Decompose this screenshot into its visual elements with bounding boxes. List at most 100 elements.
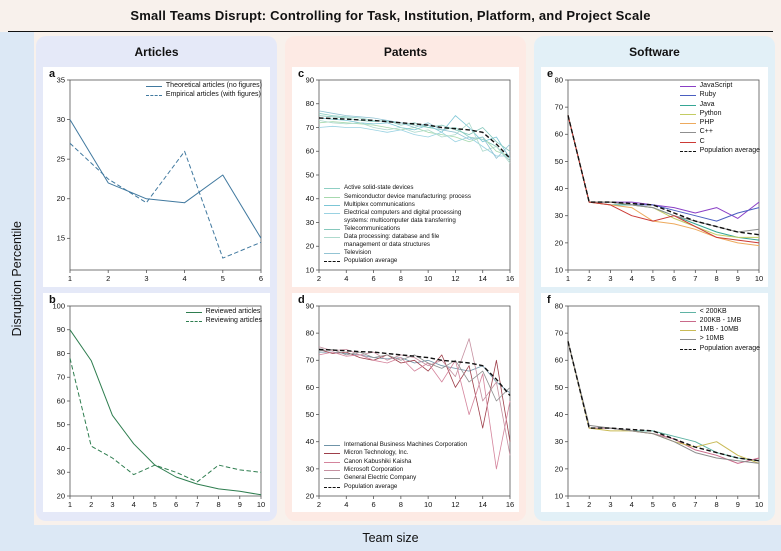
y-tick-label: 80 (555, 75, 563, 84)
y-tick-label: 40 (306, 194, 314, 203)
panel-letter-f: f (547, 293, 551, 306)
series-line-reviewed-articles (69, 329, 262, 495)
y-tick-label: 30 (57, 467, 65, 476)
panel-letter-d: d (298, 293, 305, 306)
x-tick-label: 4 (183, 274, 187, 283)
x-tick-label: 2 (317, 500, 321, 509)
series-line-java (567, 115, 760, 241)
y-tick-label: 60 (306, 147, 314, 156)
series-line-php (567, 115, 760, 247)
x-tick-label: 14 (479, 500, 487, 509)
x-tick-label: 10 (424, 500, 432, 509)
y-tick-label: 20 (57, 491, 65, 500)
figure-body: Disruption Percentile Articles 15 20 25 30 3… (0, 32, 781, 525)
series-line-data-processing-database-and-file-management-or-data-structures (318, 120, 511, 164)
figure-header: Small Teams Disrupt: Controlling for Tas… (8, 0, 773, 32)
column-title-patents: Patents (383, 45, 428, 59)
chart-canvas-e: 10 20 30 40 50 60 70 80 1 2 3 4 5 6 7 8 9 10 (555, 75, 764, 283)
y-tick-label: 20 (555, 464, 563, 473)
figure-title: Small Teams Disrupt: Controlling for Tas… (130, 8, 651, 23)
series-line-200kb (567, 340, 760, 461)
x-tick-label: 9 (736, 274, 740, 283)
card-software: Software 10 20 30 40 50 60 70 80 1 2 3 4 5 6 7 8 9 10 e Jav… (534, 36, 775, 521)
chart-grid: Articles 15 20 25 30 35 1 2 3 4 5 6 a Theoretical ar… (34, 32, 781, 525)
card-articles: Articles 15 20 25 30 35 1 2 3 4 5 6 a Theoretical ar… (36, 36, 277, 521)
y-tick-label: 50 (306, 170, 314, 179)
x-tick-label: 12 (451, 500, 459, 509)
y-tick-label: 100 (52, 301, 65, 310)
plot-frame (318, 305, 511, 496)
y-tick-label: 40 (555, 409, 563, 418)
chart-canvas-f: 10 20 30 40 50 60 70 80 1 2 3 4 5 6 7 8 9 10 (555, 301, 764, 509)
x-tick-label: 10 (424, 274, 432, 283)
plot-frame (69, 79, 262, 271)
x-tick-label: 5 (651, 274, 655, 283)
series-line-ruby (567, 115, 760, 222)
y-tick-label: 90 (306, 75, 314, 84)
panel-d: 20 30 40 50 60 70 80 90 2 4 6 8 10 12 14 16 d Internation… (292, 292, 519, 512)
x-tick-label: 8 (714, 500, 718, 509)
series-line-python (567, 115, 759, 238)
series-line-general-electric-company (318, 348, 511, 401)
y-tick-label: 30 (555, 211, 563, 220)
series-line-reviewing-articles (69, 357, 262, 482)
y-tick-label: 20 (306, 242, 314, 251)
y-tick-label: 80 (57, 348, 65, 357)
y-tick-label: 30 (306, 218, 314, 227)
chart-canvas-c: 10 20 30 40 50 60 70 80 90 2 4 6 8 10 12 14 16 (306, 75, 515, 283)
x-tick-label: 4 (132, 500, 136, 509)
series-line-c (567, 115, 760, 244)
x-tick-label: 7 (693, 274, 697, 283)
y-tick-label: 60 (555, 130, 563, 139)
y-tick-label: 50 (555, 157, 563, 166)
x-tick-label: 12 (451, 274, 459, 283)
panel-e: 10 20 30 40 50 60 70 80 1 2 3 4 5 6 7 8 9 10 e JavaScript Ru… (541, 67, 768, 287)
series-line-electrical-computers-and-digital-processing-systems-multicomputer-data-transferring (318, 125, 510, 157)
x-tick-label: 2 (317, 274, 321, 283)
series-line-population-average (567, 115, 760, 236)
x-axis-band: Team size (0, 525, 781, 551)
y-tick-label: 60 (555, 355, 563, 364)
x-tick-label: 4 (630, 500, 634, 509)
x-tick-label: 2 (106, 274, 110, 283)
series-line-multiplex-communications (318, 115, 511, 159)
y-tick-label: 70 (555, 103, 563, 112)
series-line-empirical-articles-with-figures (69, 142, 262, 259)
y-tick-label: 60 (306, 382, 314, 391)
x-tick-label: 8 (399, 500, 403, 509)
panel-c: 10 20 30 40 50 60 70 80 90 2 4 6 8 10 12 14 16 c Active so… (292, 67, 519, 287)
plot-frame (318, 79, 511, 271)
x-tick-label: 8 (399, 274, 403, 283)
plot-frame (567, 305, 760, 496)
y-tick-label: 70 (57, 372, 65, 381)
x-tick-label: 6 (174, 500, 178, 509)
plot-frame (69, 305, 262, 496)
x-tick-label: 10 (257, 500, 265, 509)
x-tick-label: 1 (68, 274, 72, 283)
y-tick-label: 90 (306, 301, 314, 310)
x-tick-label: 6 (672, 274, 676, 283)
x-tick-label: 9 (238, 500, 242, 509)
y-tick-label: 90 (57, 325, 65, 334)
panel-letter-a: a (49, 68, 56, 80)
x-tick-label: 10 (755, 274, 763, 283)
x-tick-label: 3 (110, 500, 114, 509)
x-tick-label: 2 (89, 500, 93, 509)
x-tick-label: 7 (195, 500, 199, 509)
y-tick-label: 40 (306, 437, 314, 446)
x-tick-label: 4 (630, 274, 634, 283)
y-axis-label: Disruption Percentile (10, 220, 24, 337)
y-tick-label: 10 (306, 265, 314, 274)
y-tick-label: 70 (555, 328, 563, 337)
chart-canvas-b: 20 30 40 50 60 70 80 90 100 1 2 3 4 5 6 7 8 9 10 (52, 301, 265, 509)
x-tick-label: 1 (566, 274, 570, 283)
card-patents: Patents 10 20 30 40 50 60 70 80 90 2 4 6 8 10 12 14 16 c A… (285, 36, 526, 521)
y-tick-label: 70 (306, 355, 314, 364)
chart-canvas-a: 15 20 25 30 35 1 2 3 4 5 6 (57, 75, 263, 283)
x-tick-label: 4 (344, 500, 348, 509)
x-tick-label: 2 (587, 274, 591, 283)
y-tick-label: 10 (555, 491, 563, 500)
x-tick-label: 5 (651, 500, 655, 509)
y-axis-band: Disruption Percentile (0, 32, 34, 525)
y-tick-label: 25 (57, 155, 65, 164)
